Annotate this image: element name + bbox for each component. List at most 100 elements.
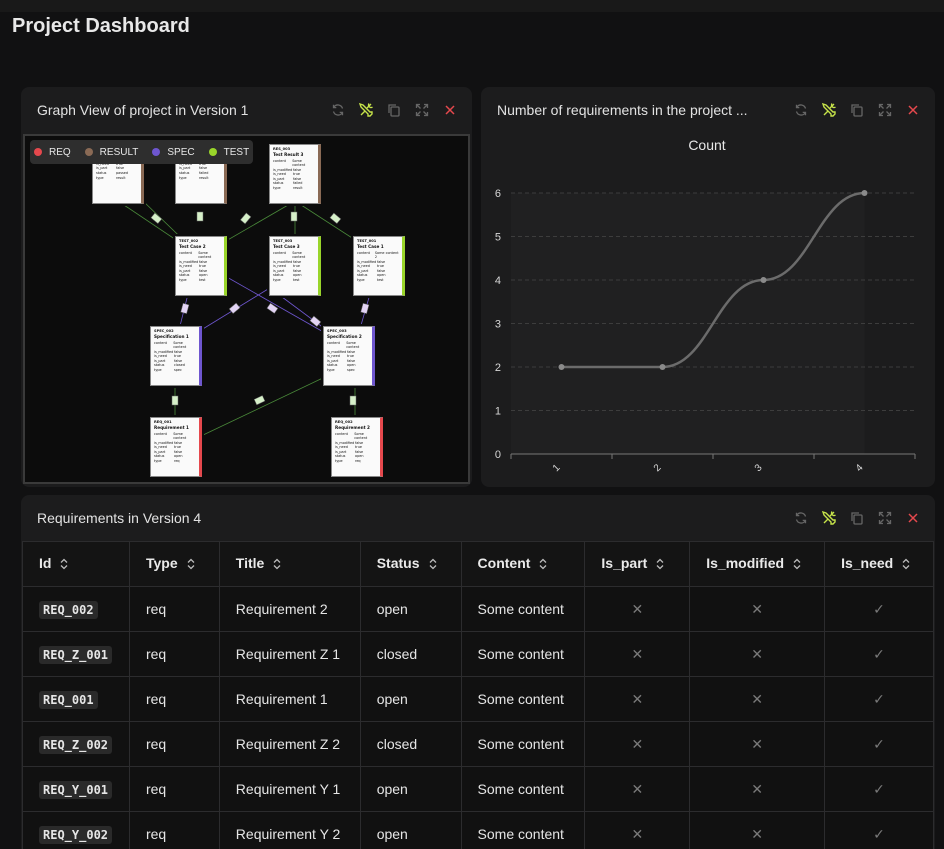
- legend-item-test[interactable]: TEST: [208, 147, 249, 158]
- node-field-value: Some content: [198, 250, 212, 260]
- tools-icon[interactable]: [815, 509, 843, 527]
- node-field-key: is_part: [96, 166, 108, 171]
- node-field-key: type: [273, 186, 281, 191]
- node-field: status open: [273, 273, 315, 278]
- sort-icon[interactable]: [792, 557, 802, 573]
- column-header[interactable]: Content: [460, 541, 586, 587]
- column-header[interactable]: Is_part: [584, 541, 691, 587]
- graph-view-panel: Graph View of project in Version 1 REQ R…: [21, 87, 472, 487]
- sort-icon[interactable]: [901, 557, 911, 573]
- refresh-icon[interactable]: [787, 509, 815, 527]
- x-tick-label: 2: [652, 462, 664, 474]
- sort-icon[interactable]: [428, 557, 438, 573]
- graph-node-req[interactable]: REQ_002 Requirement 2 content Some content i…: [331, 417, 383, 477]
- graph-canvas[interactable]: REQ RESULT SPEC TEST: [23, 134, 470, 484]
- graph-node-spec[interactable]: SPEC_002 Specification 1 content Some conte…: [150, 326, 202, 386]
- cell-content: Some content: [460, 631, 586, 677]
- close-icon[interactable]: [436, 101, 464, 119]
- copy-icon[interactable]: [843, 509, 871, 527]
- check-icon: ✓: [873, 690, 885, 707]
- table-row[interactable]: REQ_Z_002 req Requirement Z 2 closed Some co…: [22, 721, 934, 767]
- table-row[interactable]: REQ_001 req Requirement 1 open Some content ✕…: [22, 676, 934, 722]
- node-field-key: status: [327, 363, 338, 368]
- column-header-label: Type: [145, 555, 178, 572]
- sort-icon[interactable]: [272, 557, 282, 573]
- column-header[interactable]: Type: [128, 541, 220, 587]
- cell-title: Requirement 1: [218, 676, 361, 722]
- node-field-key: is_part: [179, 166, 191, 171]
- node-field-value: Some content: [354, 431, 368, 441]
- table-row[interactable]: REQ_Y_002 req Requirement Y 2 open Some cont…: [22, 811, 934, 849]
- node-field-key: is_modified: [357, 259, 377, 264]
- graph-node-result[interactable]: RES_003 Test Result 3 content Some content i…: [269, 144, 321, 204]
- node-field-key: status: [154, 454, 165, 459]
- node-title: Test Case 1: [357, 243, 384, 249]
- node-field-value: Some content 2: [374, 250, 399, 260]
- cell-id: REQ_Z_001: [22, 631, 130, 677]
- node-field-value: false: [293, 268, 302, 273]
- table-row[interactable]: REQ_Y_001 req Requirement Y 1 open Some cont…: [22, 766, 934, 812]
- node-field-key: type: [273, 278, 281, 283]
- node-field-value: result: [116, 175, 126, 180]
- node-field-key: status: [179, 273, 190, 278]
- requirement-id-code: REQ_001: [39, 691, 98, 709]
- node-field-key: type: [154, 459, 162, 464]
- node-field-key: is_part: [273, 268, 285, 273]
- refresh-icon[interactable]: [787, 101, 815, 119]
- node-field: is_part false: [327, 359, 369, 364]
- node-field-key: is_modified: [154, 349, 174, 354]
- graph-node-test[interactable]: TEST_003 Test Case 3 content Some content is…: [269, 236, 321, 296]
- cell-content: Some content: [460, 676, 586, 722]
- graph-node-req[interactable]: REQ_001 Requirement 1 content Some content i…: [150, 417, 202, 477]
- graph-node-test[interactable]: TEST_001 Test Case 1 content Some content 2…: [353, 236, 405, 296]
- sort-icon[interactable]: [186, 557, 196, 573]
- cell-is-part: ✕: [584, 631, 691, 677]
- table-row[interactable]: REQ_002 req Requirement 2 open Some content ✕…: [22, 586, 934, 632]
- expand-icon[interactable]: [871, 101, 899, 119]
- column-header[interactable]: Status: [359, 541, 462, 587]
- expand-icon[interactable]: [408, 101, 436, 119]
- node-field-key: is_need: [335, 445, 348, 450]
- node-field: status passed: [96, 171, 138, 176]
- cell-status: open: [359, 766, 462, 812]
- column-header[interactable]: Id: [22, 541, 130, 587]
- node-field: type spec: [327, 368, 369, 373]
- tools-icon[interactable]: [352, 101, 380, 119]
- column-header[interactable]: Is_need: [824, 541, 934, 587]
- check-icon: ✓: [873, 825, 885, 842]
- copy-icon[interactable]: [843, 101, 871, 119]
- copy-icon[interactable]: [380, 101, 408, 119]
- node-field: type result: [179, 176, 221, 181]
- sort-icon[interactable]: [59, 557, 69, 573]
- cell-is-need: ✓: [824, 676, 934, 722]
- node-title: Test Case 2: [179, 243, 206, 249]
- legend-item-spec[interactable]: SPEC: [152, 147, 195, 158]
- graph-node-spec[interactable]: SPEC_003 Specification 2 content Some conte…: [323, 326, 375, 386]
- close-icon[interactable]: [899, 509, 927, 527]
- node-field: is_part false: [154, 450, 196, 455]
- cell-type: req: [128, 676, 220, 722]
- legend-item-result[interactable]: RESULT: [84, 147, 138, 158]
- sort-icon[interactable]: [655, 557, 665, 573]
- node-field-value: false: [174, 349, 183, 354]
- sort-icon[interactable]: [538, 557, 548, 573]
- requirement-id-code: REQ_002: [39, 601, 98, 619]
- node-title: Requirement 2: [335, 424, 370, 430]
- node-field-key: content: [154, 431, 167, 436]
- column-header[interactable]: Is_modified: [689, 541, 826, 587]
- node-field-key: status: [96, 170, 107, 175]
- table-row[interactable]: REQ_Z_001 req Requirement Z 1 closed Some co…: [22, 631, 934, 677]
- legend-item-req[interactable]: REQ: [34, 147, 71, 158]
- graph-node-test[interactable]: TEST_002 Test Case 2 content Some content is…: [175, 236, 227, 296]
- tools-icon[interactable]: [815, 101, 843, 119]
- cell-is-need: ✓: [824, 721, 934, 767]
- node-field: content Some content: [154, 432, 196, 441]
- close-icon[interactable]: [899, 101, 927, 119]
- expand-icon[interactable]: [871, 509, 899, 527]
- column-header-label: Title: [235, 555, 265, 572]
- node-field-value: true: [347, 354, 354, 359]
- column-header[interactable]: Title: [218, 541, 361, 587]
- refresh-icon[interactable]: [324, 101, 352, 119]
